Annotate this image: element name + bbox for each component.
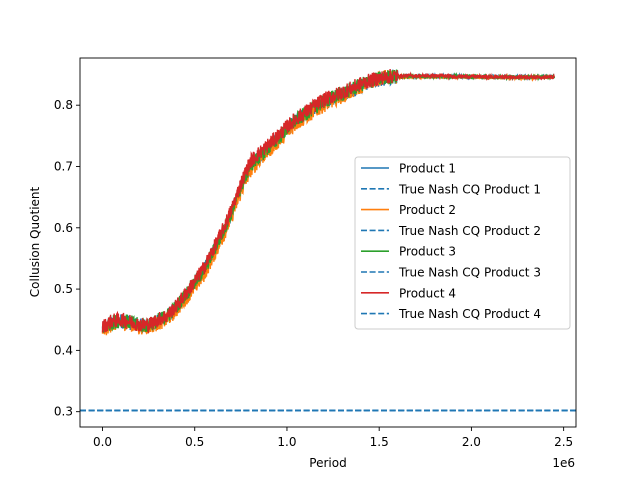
series-line-product-4 <box>101 69 555 335</box>
legend-entry: Product 2 <box>399 203 456 217</box>
legend-entry: True Nash CQ Product 4 <box>398 307 541 321</box>
x-tick-label: 1.5 <box>370 435 389 449</box>
x-tick-label: 0.5 <box>185 435 204 449</box>
x-tick-label: 0.0 <box>93 435 112 449</box>
y-tick-label: 0.5 <box>54 282 73 296</box>
y-tick-label: 0.3 <box>54 405 73 419</box>
axes-frame <box>79 57 577 428</box>
legend: Product 1 True Nash CQ Product 1 Product 2… <box>354 156 571 330</box>
y-tick-label: 0.7 <box>54 159 73 173</box>
x-axis-label: Period <box>309 456 346 470</box>
x-tick-label: 2.0 <box>462 435 481 449</box>
y-tick-label: 0.6 <box>54 221 73 235</box>
x-axis-offset-label: 1e6 <box>552 456 575 470</box>
legend-entry: True Nash CQ Product 1 <box>398 182 541 196</box>
y-axis-label: Collusion Quotient <box>28 186 42 297</box>
legend-entry: Product 1 <box>399 162 456 176</box>
legend-entry: Product 4 <box>399 286 456 300</box>
y-tick-label: 0.8 <box>54 98 73 112</box>
legend-entry: Product 3 <box>399 245 456 259</box>
x-tick-label: 2.5 <box>554 435 573 449</box>
legend-entry: True Nash CQ Product 2 <box>398 224 541 238</box>
legend-box <box>354 156 571 330</box>
plot-area <box>80 69 576 412</box>
x-tick-label: 1.0 <box>277 435 296 449</box>
y-tick-label: 0.4 <box>54 343 73 357</box>
axes: 0.0 0.5 1.0 1.5 2.0 2.5 0.3 0.4 0.5 0.6 0.7 0.8 <box>54 57 577 449</box>
legend-entry: True Nash CQ Product 3 <box>398 266 541 280</box>
